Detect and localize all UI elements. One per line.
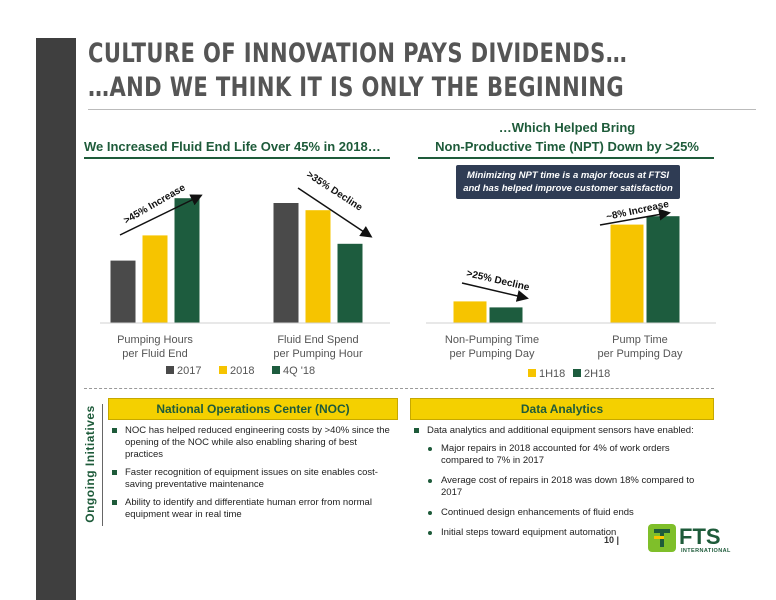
legend-swatch-2h18 xyxy=(573,369,581,377)
legend-swatch-2017 xyxy=(166,366,174,374)
data-analytics-heading: Data Analytics xyxy=(410,398,714,420)
left-bar-2-3 xyxy=(337,243,363,323)
legend-label-2018: 2018 xyxy=(230,365,254,377)
page-title-line-1: CULTURE OF INNOVATION PAYS DIVIDENDS… xyxy=(88,38,628,69)
ongoing-initiatives-label: Ongoing Initiatives xyxy=(80,404,100,524)
left-category-1-line-1: Pumping Hours xyxy=(117,334,193,346)
fts-logo-mark: FTS INTERNATIONAL xyxy=(648,524,731,554)
right-bar-1-2 xyxy=(489,307,523,323)
ongoing-initiatives-text: Ongoing Initiatives xyxy=(83,405,97,523)
annotation-35-decline: >35% Decline xyxy=(304,169,364,213)
ongoing-initiatives-rule xyxy=(102,404,103,526)
noc-heading: National Operations Center (NOC) xyxy=(108,398,398,420)
charts-canvas: Pumping Hours per Fluid End Fluid End Sp… xyxy=(100,169,716,380)
right-category-2-line-1: Pump Time xyxy=(612,334,668,346)
noc-bullet-1: NOC has helped reduced engineering costs… xyxy=(112,425,396,461)
svg-text:INTERNATIONAL: INTERNATIONAL xyxy=(681,548,731,554)
left-bar-2-2 xyxy=(305,210,331,323)
left-category-2-line-2: per Pumping Hour xyxy=(273,348,363,360)
left-legend: 2017 2018 4Q '18 xyxy=(166,365,315,377)
legend-label-2h18: 2H18 xyxy=(584,368,610,380)
data-analytics-bullet-1-text: Major repairs in 2018 accounted for 4% o… xyxy=(441,443,670,466)
callout-line-2: and has helped improve customer satisfac… xyxy=(463,183,673,194)
left-section-heading: We Increased Fluid End Life Over 45% in … xyxy=(84,139,381,154)
legend-label-1h18: 1H18 xyxy=(539,368,565,380)
data-analytics-bullet-2-text: Average cost of repairs in 2018 was down… xyxy=(441,475,695,498)
data-analytics-list: Data analytics and additional equipment … xyxy=(414,425,714,547)
side-accent-bar xyxy=(36,38,76,600)
data-analytics-bullet-1: Major repairs in 2018 accounted for 4% o… xyxy=(428,443,714,467)
legend-swatch-2018 xyxy=(219,366,227,374)
increase-arrow-right xyxy=(599,208,671,226)
decline-arrow-left xyxy=(297,187,373,238)
left-bar-chart xyxy=(110,198,363,323)
noc-bullet-list: NOC has helped reduced engineering costs… xyxy=(112,425,396,527)
annotation-25-decline: >25% Decline xyxy=(465,268,530,293)
data-analytics-bullet-4: Initial steps toward equipment automatio… xyxy=(428,527,714,539)
right-bar-2-1 xyxy=(610,224,644,323)
right-legend: 1H18 2H18 xyxy=(528,368,610,380)
right-category-1-line-2: per Pumping Day xyxy=(450,348,535,360)
noc-bullet-3-text: Ability to identify and differentiate hu… xyxy=(125,497,372,520)
left-category-2-line-1: Fluid End Spend xyxy=(277,334,358,346)
left-bar-1-1 xyxy=(110,260,136,323)
noc-bullet-2-text: Faster recognition of equipment issues o… xyxy=(125,467,378,490)
left-heading-underline xyxy=(84,157,390,159)
data-analytics-bullet-2: Average cost of repairs in 2018 was down… xyxy=(428,475,714,499)
increase-arrow-left xyxy=(119,194,203,236)
noc-bullet-2: Faster recognition of equipment issues o… xyxy=(112,467,396,491)
right-bar-1-1 xyxy=(453,301,487,323)
right-heading-underline xyxy=(418,157,714,159)
legend-label-4q18: 4Q '18 xyxy=(283,365,315,377)
left-bar-1-2 xyxy=(142,235,168,323)
fts-logo: FTS INTERNATIONAL xyxy=(646,520,750,554)
legend-label-2017: 2017 xyxy=(177,365,201,377)
right-section-heading-line-2: Non-Productive Time (NPT) Down by >25% xyxy=(435,139,699,154)
callout-line-1: Minimizing NPT time is a major focus at … xyxy=(466,170,670,181)
noc-bullet-3: Ability to identify and differentiate hu… xyxy=(112,497,396,521)
right-categories: Non-Pumping Time per Pumping Day Pump Ti… xyxy=(445,334,683,360)
right-section-heading-line-1: …Which Helped Bring xyxy=(498,120,636,135)
data-analytics-bullet-3: Continued design enhancements of fluid e… xyxy=(428,507,714,519)
left-category-1-line-2: per Fluid End xyxy=(122,348,187,360)
legend-swatch-1h18 xyxy=(528,369,536,377)
noc-bullet-1-text: NOC has helped reduced engineering costs… xyxy=(125,425,390,460)
left-categories: Pumping Hours per Fluid End Fluid End Sp… xyxy=(117,334,363,360)
title-divider xyxy=(88,109,756,110)
npt-callout-box: Minimizing NPT time is a major focus at … xyxy=(456,165,680,199)
legend-swatch-4q18 xyxy=(272,366,280,374)
right-category-2-line-2: per Pumping Day xyxy=(598,348,683,360)
data-analytics-intro-text: Data analytics and additional equipment … xyxy=(427,425,694,436)
data-analytics-intro: Data analytics and additional equipment … xyxy=(414,425,714,437)
page-title-line-2: …AND WE THINK IT IS ONLY THE BEGINNING xyxy=(88,72,625,103)
data-analytics-bullet-4-text: Initial steps toward equipment automatio… xyxy=(441,527,617,538)
right-bar-2-2 xyxy=(646,216,680,323)
data-analytics-bullet-3-text: Continued design enhancements of fluid e… xyxy=(441,507,634,518)
left-bar-2-1 xyxy=(273,203,299,323)
decline-arrow-right xyxy=(461,282,529,302)
left-bar-1-3 xyxy=(174,198,200,323)
svg-text:FTS: FTS xyxy=(679,524,721,549)
page-number: 10 | xyxy=(604,535,620,545)
right-bar-chart xyxy=(453,216,680,323)
right-category-1-line-1: Non-Pumping Time xyxy=(445,334,539,346)
section-divider-dashed xyxy=(84,388,714,389)
